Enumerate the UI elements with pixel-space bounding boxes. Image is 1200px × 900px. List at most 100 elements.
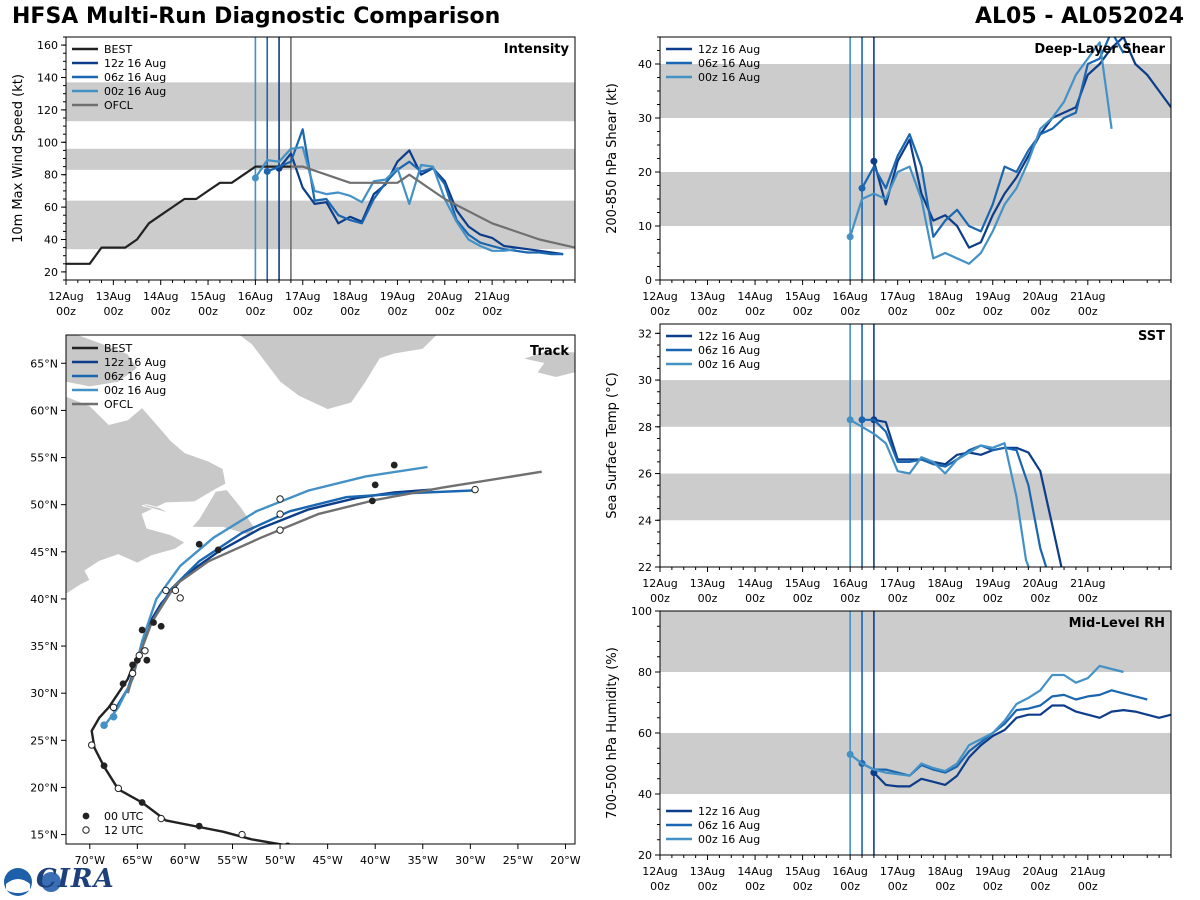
x-tick-sublabel: 00z (1078, 305, 1098, 318)
x-tick-label: 14Aug (143, 290, 178, 303)
track-marker-00utc (390, 461, 398, 469)
y-axis-label: 10m Max Wind Speed (kt) (11, 74, 26, 243)
legend-marker-12utc (82, 826, 90, 834)
logo-strip (4, 868, 61, 896)
track-marker-00utc (371, 481, 379, 489)
x-tick-label: 13Aug (690, 577, 725, 590)
y-tick-label: 100 (37, 136, 58, 149)
x-tick-label: 12Aug (642, 290, 677, 303)
init-marker-12z-16-aug (870, 157, 878, 165)
y-tick-label: 80 (638, 666, 652, 679)
plot-frame (659, 323, 1172, 568)
track-12z-16-aug (138, 488, 433, 656)
land-5 (521, 350, 575, 378)
x-tick-sublabel: 00z (1030, 592, 1050, 605)
land-4 (238, 335, 438, 410)
x-tick-sublabel: 00z (1078, 592, 1098, 605)
x-tick-sublabel: 00z (793, 592, 813, 605)
y-tick-label: 60 (44, 201, 58, 214)
x-tick-label: 17Aug (880, 577, 915, 590)
panel-title: Intensity (504, 42, 570, 57)
x-tick-label: 20Aug (427, 290, 462, 303)
track-marker-00utc (129, 661, 136, 669)
x-tick-label: 18Aug (927, 577, 962, 590)
x-tick-sublabel: 00z (482, 305, 502, 318)
series-00z-16-aug (849, 664, 1124, 777)
legend-label-00utc: 00 UTC (104, 810, 144, 823)
x-tick-label: 20°W (550, 854, 580, 867)
y-axis-label: Sea Surface Temp (°C) (605, 372, 620, 519)
legend-label-00z-16-aug: 00z 16 Aug (698, 833, 760, 846)
x-tick-sublabel: 00z (983, 305, 1003, 318)
x-tick-sublabel: 00z (745, 592, 765, 605)
x-tick-label: 50°W (265, 854, 295, 867)
panel-title: Mid-Level RH (1069, 616, 1165, 631)
x-tick-label: 15Aug (785, 577, 820, 590)
legend-label-best: BEST (104, 342, 132, 355)
band-0 (660, 733, 1171, 794)
x-tick-label: 21Aug (1070, 865, 1105, 878)
init-marker-00z-16-aug (846, 416, 854, 424)
x-tick-label: 17Aug (285, 290, 320, 303)
y-tick-label: 60°N (30, 404, 58, 417)
track-marker-00utc (214, 546, 222, 554)
x-tick-label: 13Aug (96, 290, 131, 303)
init-marker-00z-16-aug (846, 750, 854, 758)
track-init-marker (100, 721, 108, 730)
x-tick-sublabel: 00z (888, 880, 908, 893)
x-tick-label: 70°W (75, 854, 105, 867)
track-marker-12utc (176, 594, 184, 602)
y-tick-label: 160 (37, 39, 58, 52)
track-marker-12utc (135, 651, 143, 660)
x-tick-sublabel: 00z (935, 592, 955, 605)
x-tick-sublabel: 00z (840, 305, 860, 318)
x-tick-sublabel: 00z (793, 880, 813, 893)
x-tick-label: 14Aug (737, 290, 772, 303)
track-marker-12utc (276, 510, 284, 518)
x-tick-sublabel: 00z (435, 305, 455, 318)
legend-label-00z-16-aug: 00z 16 Aug (698, 358, 760, 371)
track-marker-12utc (471, 485, 479, 494)
x-tick-sublabel: 00z (198, 305, 218, 318)
x-tick-sublabel: 00z (151, 305, 171, 318)
legend-label-12z-16-aug: 12z 16 Aug (104, 356, 166, 369)
x-tick-label: 15Aug (785, 865, 820, 878)
panel-intensity: 20 40 60 80 100 120 140 160 12Aug 00z 13Aug 00z 14Au… (11, 36, 576, 318)
x-tick-sublabel: 00z (840, 592, 860, 605)
init-marker-06z-16-aug (858, 416, 866, 424)
x-tick-label: 18Aug (927, 865, 962, 878)
x-tick-label: 45°W (312, 854, 342, 867)
x-tick-sublabel: 00z (246, 305, 266, 318)
panel-title: Deep-Layer Shear (1034, 42, 1165, 57)
x-tick-sublabel: 00z (888, 592, 908, 605)
noaa-logo-wave (6, 879, 30, 893)
x-tick-label: 17Aug (880, 290, 915, 303)
y-tick-label: 32 (638, 327, 652, 340)
y-tick-label: 20 (638, 849, 652, 862)
x-tick-label: 20Aug (1023, 577, 1058, 590)
track-marker-00utc (195, 540, 203, 548)
track-00z-16-aug (103, 465, 428, 727)
legend-label-best: BEST (104, 43, 132, 56)
x-tick-label: 21Aug (1070, 577, 1105, 590)
init-marker-00z-16-aug (251, 174, 259, 182)
cira-logo-text: CIRA (36, 864, 115, 894)
track-marker-12utc (276, 526, 284, 534)
y-tick-label: 40 (638, 788, 652, 801)
x-tick-label: 19Aug (975, 865, 1010, 878)
x-tick-label: 55°W (217, 854, 247, 867)
legend-label-12utc: 12 UTC (104, 824, 144, 837)
plot-frame (65, 334, 576, 845)
panel-track: 70°W 65°W 60°W 55°W 50°W 45°W 40°W 35°W 30°W 25°W… (30, 334, 581, 867)
y-tick-label: 40°N (30, 593, 58, 606)
x-tick-label: 65°W (122, 854, 152, 867)
x-tick-label: 25°W (503, 854, 533, 867)
legend-label-06z-16-aug: 06z 16 Aug (698, 819, 760, 832)
track-marker-00utc (100, 762, 108, 770)
y-axis-label: 200-850 hPa Shear (kt) (605, 83, 620, 234)
x-tick-sublabel: 00z (388, 305, 408, 318)
land-2 (141, 504, 170, 514)
track-marker-00utc (138, 626, 146, 634)
y-tick-label: 30°N (30, 687, 58, 700)
legend-label-ofcl: OFCL (104, 99, 134, 112)
